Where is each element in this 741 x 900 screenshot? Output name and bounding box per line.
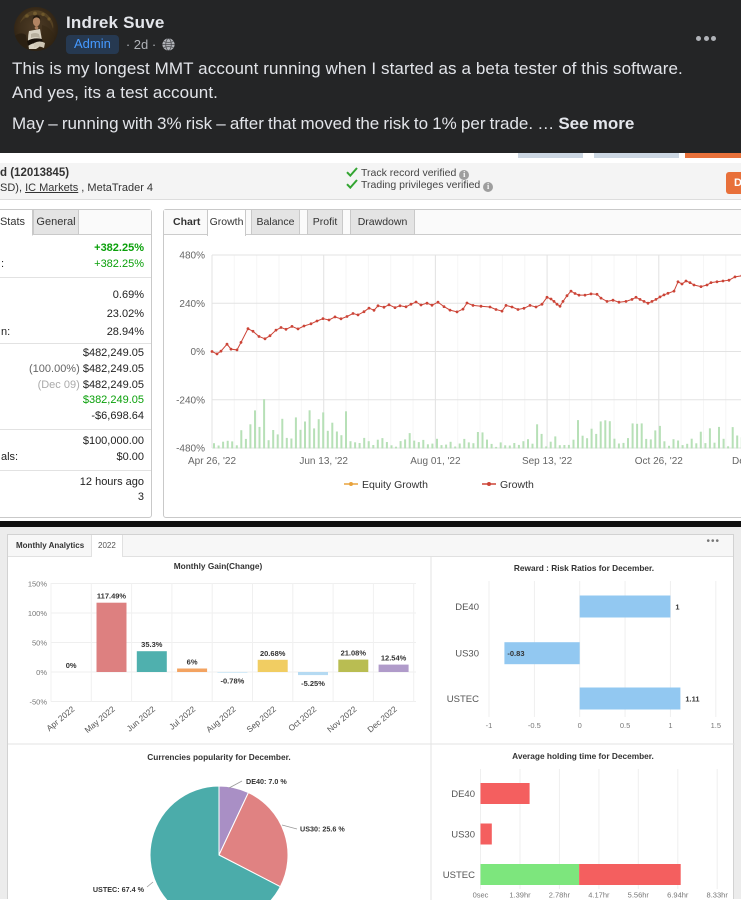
svg-text:Jul 2022: Jul 2022 (167, 704, 198, 732)
svg-text:21.08%: 21.08% (341, 649, 367, 658)
svg-text:480%: 480% (179, 251, 205, 262)
svg-text:-50%: -50% (29, 698, 47, 707)
svg-text:8.33hr: 8.33hr (707, 891, 729, 900)
svg-text:Currencies popularity for Dece: Currencies popularity for December. (147, 752, 290, 762)
svg-text:-240%: -240% (176, 395, 205, 406)
svg-text:35.3%: 35.3% (141, 640, 163, 649)
svg-text:Oct 2022: Oct 2022 (286, 704, 319, 734)
svg-text:May 2022: May 2022 (82, 704, 117, 735)
svg-text:2.78hr: 2.78hr (549, 891, 571, 900)
svg-text:0%: 0% (66, 661, 77, 670)
svg-text:DE40: DE40 (451, 789, 475, 800)
svg-text:De: De (732, 456, 741, 467)
svg-text:240%: 240% (179, 299, 205, 310)
svg-text:1: 1 (675, 603, 679, 612)
svg-text:DE40: 7.0 %: DE40: 7.0 % (246, 777, 287, 786)
svg-text:USTEC: 67.4 %: USTEC: 67.4 % (93, 885, 145, 894)
svg-text:12.54%: 12.54% (381, 654, 407, 663)
svg-text:1.5: 1.5 (711, 721, 721, 730)
svg-text:Reward : Risk Ratios for Decem: Reward : Risk Ratios for December. (514, 563, 654, 573)
svg-text:117.49%: 117.49% (97, 592, 127, 601)
svg-text:Equity Growth: Equity Growth (362, 479, 428, 491)
svg-text:US30: US30 (451, 830, 475, 841)
svg-text:Average holding time for Decem: Average holding time for December. (512, 751, 654, 761)
svg-text:Apr 2022: Apr 2022 (44, 704, 77, 734)
svg-text:Monthly Gain(Change): Monthly Gain(Change) (174, 561, 263, 571)
svg-text:6.94hr: 6.94hr (667, 891, 689, 900)
svg-text:Sep 2022: Sep 2022 (244, 704, 278, 735)
svg-text:Oct 26, '22: Oct 26, '22 (635, 456, 683, 467)
svg-text:Jun 13, '22: Jun 13, '22 (299, 456, 348, 467)
svg-text:-1: -1 (486, 721, 493, 730)
svg-text:Growth: Growth (500, 479, 534, 491)
svg-text:0%: 0% (36, 668, 47, 677)
svg-text:US30: 25.6 %: US30: 25.6 % (300, 825, 345, 834)
svg-text:Aug 2022: Aug 2022 (204, 704, 238, 735)
svg-text:Nov 2022: Nov 2022 (325, 704, 359, 735)
svg-text:20.68%: 20.68% (260, 649, 286, 658)
svg-text:150%: 150% (28, 580, 48, 589)
svg-text:-5.25%: -5.25% (301, 679, 325, 688)
svg-text:US30: US30 (455, 649, 479, 660)
svg-text:4.17hr: 4.17hr (588, 891, 610, 900)
svg-text:USTEC: USTEC (443, 870, 475, 881)
svg-text:100%: 100% (28, 609, 48, 618)
svg-text:-480%: -480% (176, 444, 205, 455)
svg-text:0sec: 0sec (473, 891, 489, 900)
svg-text:0%: 0% (191, 347, 206, 358)
svg-text:50%: 50% (32, 639, 47, 648)
svg-text:-0.83: -0.83 (507, 649, 524, 658)
svg-text:USTEC: USTEC (447, 694, 479, 705)
svg-text:1: 1 (668, 721, 672, 730)
svg-text:0: 0 (578, 721, 582, 730)
svg-text:DE40: DE40 (455, 602, 479, 613)
svg-text:5.56hr: 5.56hr (628, 891, 650, 900)
svg-text:Aug 01, '22: Aug 01, '22 (410, 456, 461, 467)
svg-text:1.39hr: 1.39hr (509, 891, 531, 900)
svg-text:-0.5: -0.5 (528, 721, 541, 730)
svg-text:Dec 2022: Dec 2022 (365, 704, 399, 735)
svg-text:Apr 26, '22: Apr 26, '22 (188, 456, 236, 467)
svg-text:1.11: 1.11 (685, 695, 699, 704)
svg-text:6%: 6% (187, 658, 198, 667)
svg-text:Jun 2022: Jun 2022 (125, 704, 158, 734)
svg-text:0.5: 0.5 (620, 721, 630, 730)
svg-text:Sep 13, '22: Sep 13, '22 (522, 456, 573, 467)
svg-text:-0.78%: -0.78% (221, 677, 245, 686)
